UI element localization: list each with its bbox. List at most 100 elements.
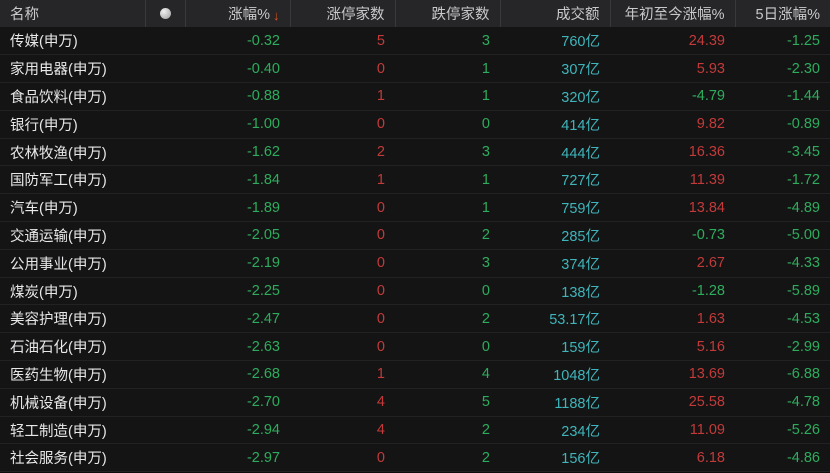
limit-up-count: 4 bbox=[376, 394, 385, 411]
limit-up-count: 0 bbox=[376, 60, 385, 77]
column-header-limit-down-count[interactable]: 跌停家数 bbox=[395, 0, 501, 27]
five-day-change-percent: -2.30 bbox=[786, 60, 820, 77]
five-day-change-percent: -6.88 bbox=[786, 366, 820, 383]
table-row[interactable]: 国防军工(申万) -1.84 1 1 727亿 11.39 -1.72 bbox=[0, 165, 830, 194]
row-dot-cell bbox=[145, 249, 185, 277]
row-dot-cell bbox=[145, 388, 185, 416]
table-row[interactable]: 石油石化(申万) -2.63 0 0 159亿 5.16 -2.99 bbox=[0, 332, 830, 361]
limit-down-count: 3 bbox=[481, 255, 490, 272]
ytd-change-percent: 11.39 bbox=[689, 171, 725, 188]
sector-name: 国防军工(申万) bbox=[10, 173, 107, 190]
sector-name: 家用电器(申万) bbox=[10, 62, 107, 79]
limit-down-count: 0 bbox=[481, 283, 490, 300]
table-row[interactable]: 家用电器(申万) -0.40 0 1 307亿 5.93 -2.30 bbox=[0, 54, 830, 83]
five-day-change-percent: -5.89 bbox=[786, 283, 820, 300]
change-percent: -1.89 bbox=[246, 199, 280, 216]
turnover-amount: 727亿 bbox=[561, 173, 600, 190]
five-day-change-percent: -4.89 bbox=[786, 199, 820, 216]
change-percent: -2.97 bbox=[246, 449, 280, 466]
limit-up-count: 1 bbox=[376, 366, 385, 383]
sector-name: 农林牧渔(申万) bbox=[10, 145, 107, 162]
five-day-change-percent: -4.33 bbox=[786, 255, 820, 272]
table-row[interactable]: 交通运输(申万) -2.05 0 2 285亿 -0.73 -5.00 bbox=[0, 221, 830, 250]
column-header-dot[interactable] bbox=[145, 0, 186, 27]
limit-up-count: 0 bbox=[376, 255, 385, 272]
sector-name: 石油石化(申万) bbox=[10, 340, 107, 357]
row-dot-cell bbox=[145, 222, 185, 250]
sector-name: 汽车(申万) bbox=[10, 201, 78, 218]
row-dot-cell bbox=[145, 361, 185, 389]
header-row: 名称 涨幅% ↓ 涨停家数 跌停家数 成交额 年初至今涨幅% 5日涨幅% bbox=[0, 0, 830, 27]
turnover-amount: 414亿 bbox=[561, 117, 600, 134]
change-percent: -2.19 bbox=[246, 255, 280, 272]
limit-down-count: 0 bbox=[481, 338, 490, 355]
column-header-limit-up-count[interactable]: 涨停家数 bbox=[290, 0, 396, 27]
sector-name: 传媒(申万) bbox=[10, 34, 78, 51]
column-header-ytd-change[interactable]: 年初至今涨幅% bbox=[610, 0, 736, 27]
column-header-change[interactable]: 涨幅% ↓ bbox=[185, 0, 291, 27]
limit-down-count: 2 bbox=[481, 449, 490, 466]
turnover-amount: 760亿 bbox=[561, 34, 600, 51]
sector-name: 食品饮料(申万) bbox=[10, 89, 107, 106]
sector-name: 银行(申万) bbox=[10, 117, 78, 134]
limit-up-count: 0 bbox=[376, 283, 385, 300]
change-percent: -2.05 bbox=[246, 227, 280, 244]
row-dot-cell bbox=[145, 277, 185, 305]
table-body: 传媒(申万) -0.32 5 3 760亿 24.39 -1.25 家用电器(申万) -0.40… bbox=[0, 27, 830, 472]
table-row[interactable]: 机械设备(申万) -2.70 4 5 1188亿 25.58 -4.78 bbox=[0, 388, 830, 417]
change-percent: -1.62 bbox=[246, 144, 280, 161]
row-dot-cell bbox=[145, 305, 185, 333]
ytd-change-percent: -1.28 bbox=[691, 283, 725, 300]
table-row[interactable]: 社会服务(申万) -2.97 0 2 156亿 6.18 -4.86 bbox=[0, 443, 830, 472]
turnover-amount: 1048亿 bbox=[553, 367, 600, 384]
five-day-change-percent: -3.45 bbox=[786, 144, 820, 161]
turnover-amount: 307亿 bbox=[561, 62, 600, 79]
ytd-change-percent: 25.58 bbox=[688, 394, 725, 411]
table-row[interactable]: 传媒(申万) -0.32 5 3 760亿 24.39 -1.25 bbox=[0, 27, 830, 55]
column-header-turnover[interactable]: 成交额 bbox=[500, 0, 611, 27]
five-day-change-percent: -4.78 bbox=[786, 394, 820, 411]
change-percent: -1.84 bbox=[246, 171, 280, 188]
table-row[interactable]: 医药生物(申万) -2.68 1 4 1048亿 13.69 -6.88 bbox=[0, 360, 830, 389]
table-row[interactable]: 美容护理(申万) -2.47 0 2 53.17亿 1.63 -4.53 bbox=[0, 304, 830, 333]
limit-down-count: 4 bbox=[481, 366, 490, 383]
turnover-amount: 156亿 bbox=[561, 451, 600, 468]
limit-up-count: 0 bbox=[376, 227, 385, 244]
sector-name: 煤炭(申万) bbox=[10, 284, 78, 301]
five-day-change-percent: -1.72 bbox=[786, 171, 820, 188]
sector-name: 社会服务(申万) bbox=[10, 451, 107, 468]
table-row[interactable]: 银行(申万) -1.00 0 0 414亿 9.82 -0.89 bbox=[0, 110, 830, 139]
row-dot-cell bbox=[145, 55, 185, 83]
five-day-change-percent: -5.26 bbox=[786, 422, 820, 439]
change-percent: -2.94 bbox=[246, 422, 280, 439]
table-row[interactable]: 公用事业(申万) -2.19 0 3 374亿 2.67 -4.33 bbox=[0, 249, 830, 278]
change-percent: -0.40 bbox=[246, 60, 280, 77]
sort-descending-icon[interactable]: ↓ bbox=[273, 7, 280, 23]
column-header-name[interactable]: 名称 bbox=[0, 0, 146, 27]
table-row[interactable]: 食品饮料(申万) -0.88 1 1 320亿 -4.79 -1.44 bbox=[0, 82, 830, 111]
limit-down-count: 1 bbox=[481, 171, 490, 188]
column-header-5day-change[interactable]: 5日涨幅% bbox=[755, 7, 820, 23]
table-row[interactable]: 汽车(申万) -1.89 0 1 759亿 13.84 -4.89 bbox=[0, 193, 830, 222]
limit-down-count: 2 bbox=[481, 422, 490, 439]
ytd-change-percent: 24.39 bbox=[688, 32, 725, 49]
limit-up-count: 0 bbox=[376, 449, 385, 466]
turnover-amount: 320亿 bbox=[561, 89, 600, 106]
ytd-change-percent: -0.73 bbox=[691, 227, 725, 244]
sector-name: 交通运输(申万) bbox=[10, 228, 107, 245]
row-dot-cell bbox=[145, 138, 185, 166]
limit-down-count: 3 bbox=[481, 144, 490, 161]
limit-up-count: 0 bbox=[376, 338, 385, 355]
table-header: 名称 涨幅% ↓ 涨停家数 跌停家数 成交额 年初至今涨幅% 5日涨幅% bbox=[0, 0, 830, 27]
sector-name: 医药生物(申万) bbox=[10, 367, 107, 384]
table-row[interactable]: 煤炭(申万) -2.25 0 0 138亿 -1.28 -5.89 bbox=[0, 277, 830, 305]
five-day-change-percent: -5.00 bbox=[786, 227, 820, 244]
table-row[interactable]: 轻工制造(申万) -2.94 4 2 234亿 11.09 -5.26 bbox=[0, 416, 830, 444]
limit-up-count: 1 bbox=[376, 171, 385, 188]
change-percent: -2.63 bbox=[246, 338, 280, 355]
table-row[interactable]: 农林牧渔(申万) -1.62 2 3 444亿 16.36 -3.45 bbox=[0, 138, 830, 166]
row-dot-cell bbox=[145, 83, 185, 111]
sector-name: 公用事业(申万) bbox=[10, 256, 107, 273]
ytd-change-percent: 9.82 bbox=[696, 116, 725, 133]
